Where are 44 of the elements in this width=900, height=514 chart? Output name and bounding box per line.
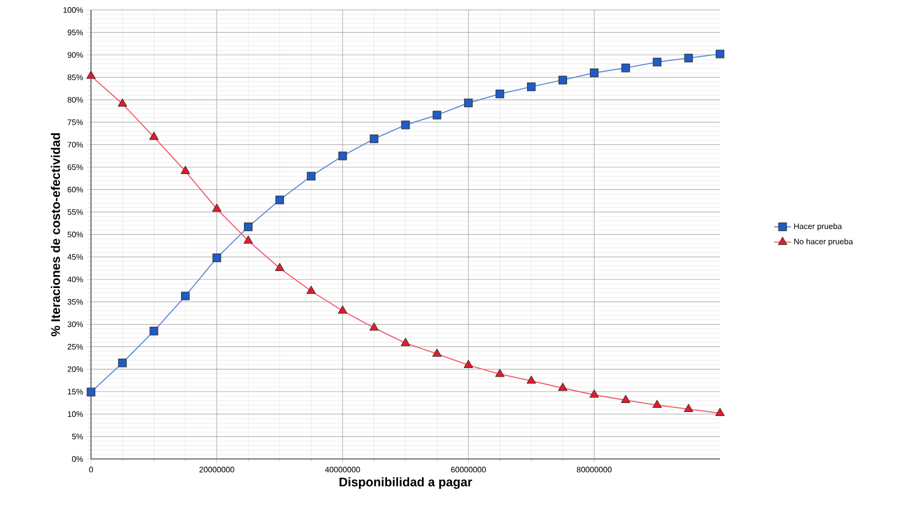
point [118,98,128,107]
point [496,90,504,98]
point [621,394,630,403]
point [212,254,222,262]
point [401,120,410,130]
point [370,134,378,144]
point [526,376,536,384]
point [244,235,253,244]
point [558,382,568,391]
point [495,368,504,377]
point [338,306,348,314]
point [715,408,725,416]
y-axis-title: % Iteraciones de costo-efectividad [50,133,60,336]
x-axis-title: Disponibilidad a pagar [340,477,472,489]
point [527,82,536,92]
point [432,348,442,357]
point [86,388,96,396]
point [275,262,284,271]
point [86,70,96,79]
point [400,338,410,346]
point [464,360,474,368]
point [558,76,568,84]
point [306,172,316,180]
point [716,50,724,58]
point [118,358,127,368]
point [590,389,599,398]
point [338,152,347,160]
point [369,322,379,331]
point [150,326,158,336]
point [212,204,222,212]
point [621,64,630,72]
point [464,98,473,108]
point [652,400,662,408]
point [244,222,253,232]
point [590,68,599,78]
point [652,58,662,66]
point [684,404,694,412]
point [181,292,190,300]
point [306,286,316,294]
point [432,110,442,120]
point [149,132,159,140]
point [180,166,190,174]
point [275,196,284,204]
point [684,54,693,62]
